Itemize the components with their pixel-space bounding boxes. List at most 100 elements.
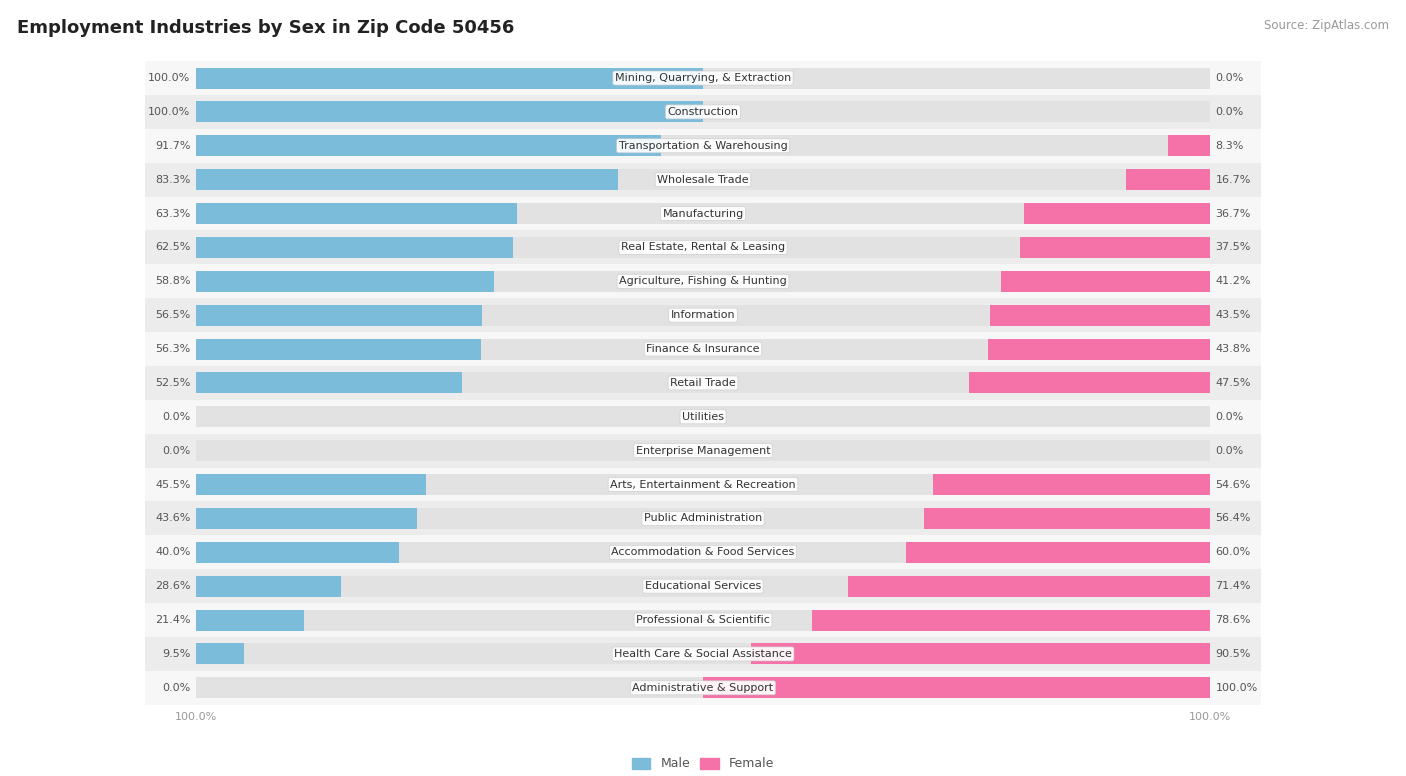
Text: Real Estate, Rental & Leasing: Real Estate, Rental & Leasing — [621, 242, 785, 252]
Text: 83.3%: 83.3% — [155, 175, 191, 185]
Bar — [195, 338, 1211, 359]
Text: 56.5%: 56.5% — [155, 310, 191, 320]
Text: Source: ZipAtlas.com: Source: ZipAtlas.com — [1264, 19, 1389, 33]
Bar — [195, 372, 463, 393]
Bar — [195, 542, 398, 563]
Bar — [195, 542, 1211, 563]
Bar — [195, 305, 482, 326]
Bar — [195, 474, 426, 495]
Bar — [905, 542, 1211, 563]
Bar — [145, 535, 1261, 570]
Bar — [145, 570, 1261, 603]
Text: 60.0%: 60.0% — [1215, 547, 1251, 557]
Bar — [195, 271, 494, 292]
Text: 45.5%: 45.5% — [155, 480, 191, 490]
Text: 52.5%: 52.5% — [155, 378, 191, 388]
Bar — [195, 474, 1211, 495]
Bar — [145, 400, 1261, 434]
Text: 54.6%: 54.6% — [1215, 480, 1251, 490]
Text: 56.4%: 56.4% — [1215, 514, 1251, 524]
Text: 100.0%: 100.0% — [1189, 712, 1232, 722]
Text: 0.0%: 0.0% — [1215, 445, 1244, 456]
Text: 63.3%: 63.3% — [155, 209, 191, 219]
Text: Utilities: Utilities — [682, 412, 724, 422]
Text: 37.5%: 37.5% — [1215, 242, 1251, 252]
Text: Finance & Insurance: Finance & Insurance — [647, 344, 759, 354]
Bar — [195, 677, 1211, 698]
Text: 0.0%: 0.0% — [162, 412, 191, 422]
Bar — [195, 68, 1211, 88]
Bar — [195, 440, 1211, 461]
Bar — [811, 610, 1211, 631]
Text: Construction: Construction — [668, 107, 738, 117]
Bar — [924, 508, 1211, 529]
Bar — [1021, 237, 1211, 258]
Text: 0.0%: 0.0% — [162, 445, 191, 456]
Bar — [195, 576, 340, 597]
Text: Administrative & Support: Administrative & Support — [633, 683, 773, 693]
Text: 100.0%: 100.0% — [148, 73, 191, 83]
Text: 0.0%: 0.0% — [1215, 107, 1244, 117]
Text: 56.3%: 56.3% — [155, 344, 191, 354]
Bar — [145, 196, 1261, 230]
Bar — [195, 271, 1211, 292]
Text: Transportation & Warehousing: Transportation & Warehousing — [619, 140, 787, 151]
Text: Arts, Entertainment & Recreation: Arts, Entertainment & Recreation — [610, 480, 796, 490]
Text: Mining, Quarrying, & Extraction: Mining, Quarrying, & Extraction — [614, 73, 792, 83]
Bar — [195, 68, 703, 88]
Text: Employment Industries by Sex in Zip Code 50456: Employment Industries by Sex in Zip Code… — [17, 19, 515, 37]
Bar — [195, 169, 619, 190]
Text: 16.7%: 16.7% — [1215, 175, 1251, 185]
Text: Professional & Scientific: Professional & Scientific — [636, 615, 770, 625]
Bar — [145, 230, 1261, 265]
Bar — [703, 677, 1211, 698]
Text: 100.0%: 100.0% — [148, 107, 191, 117]
Text: Manufacturing: Manufacturing — [662, 209, 744, 219]
Bar — [195, 305, 1211, 326]
Text: Enterprise Management: Enterprise Management — [636, 445, 770, 456]
Bar — [145, 671, 1261, 705]
Text: Information: Information — [671, 310, 735, 320]
Bar — [145, 468, 1261, 501]
Text: 41.2%: 41.2% — [1215, 276, 1251, 286]
Text: Educational Services: Educational Services — [645, 581, 761, 591]
Bar — [195, 102, 1211, 123]
Bar — [195, 508, 1211, 529]
Text: 71.4%: 71.4% — [1215, 581, 1251, 591]
Text: Accommodation & Food Services: Accommodation & Food Services — [612, 547, 794, 557]
Text: 100.0%: 100.0% — [1215, 683, 1258, 693]
Bar — [195, 643, 243, 664]
Text: 43.5%: 43.5% — [1215, 310, 1251, 320]
Bar — [990, 305, 1211, 326]
Text: Agriculture, Fishing & Hunting: Agriculture, Fishing & Hunting — [619, 276, 787, 286]
Bar — [1168, 135, 1211, 156]
Text: 0.0%: 0.0% — [162, 683, 191, 693]
Text: 0.0%: 0.0% — [1215, 412, 1244, 422]
Bar — [145, 434, 1261, 468]
Legend: Male, Female: Male, Female — [627, 753, 779, 775]
Bar — [195, 203, 517, 224]
Bar — [848, 576, 1211, 597]
Text: 91.7%: 91.7% — [155, 140, 191, 151]
Text: 78.6%: 78.6% — [1215, 615, 1251, 625]
Bar — [145, 332, 1261, 366]
Bar — [1001, 271, 1211, 292]
Bar — [145, 501, 1261, 535]
Text: 40.0%: 40.0% — [155, 547, 191, 557]
Bar — [195, 135, 1211, 156]
Bar — [195, 576, 1211, 597]
Bar — [145, 61, 1261, 95]
Bar — [195, 203, 1211, 224]
Text: Wholesale Trade: Wholesale Trade — [657, 175, 749, 185]
Bar — [145, 95, 1261, 129]
Text: 100.0%: 100.0% — [174, 712, 217, 722]
Text: 90.5%: 90.5% — [1215, 649, 1251, 659]
Text: 28.6%: 28.6% — [155, 581, 191, 591]
Bar — [988, 338, 1211, 359]
Bar — [145, 298, 1261, 332]
Bar — [195, 237, 1211, 258]
Bar — [195, 135, 661, 156]
Bar — [195, 508, 416, 529]
Bar — [969, 372, 1211, 393]
Bar — [195, 338, 481, 359]
